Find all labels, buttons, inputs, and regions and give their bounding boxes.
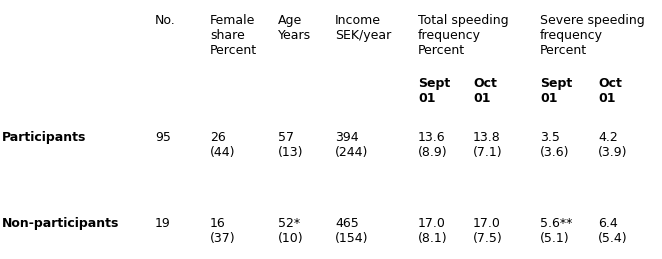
Text: 13.8
(7.1): 13.8 (7.1) [473, 131, 502, 159]
Text: 394
(244): 394 (244) [335, 131, 368, 159]
Text: 16
(37): 16 (37) [210, 217, 236, 245]
Text: No.: No. [155, 14, 175, 27]
Text: 26
(44): 26 (44) [210, 131, 236, 159]
Text: Participants: Participants [2, 131, 86, 144]
Text: Oct
01: Oct 01 [598, 77, 622, 105]
Text: 465
(154): 465 (154) [335, 217, 369, 245]
Text: Non-participants: Non-participants [2, 217, 119, 230]
Text: 4.2
(3.9): 4.2 (3.9) [598, 131, 628, 159]
Text: Severe speeding
frequency
Percent: Severe speeding frequency Percent [540, 14, 645, 57]
Text: 19: 19 [155, 217, 171, 230]
Text: Total speeding
frequency
Percent: Total speeding frequency Percent [418, 14, 508, 57]
Text: 13.6
(8.9): 13.6 (8.9) [418, 131, 448, 159]
Text: Income
SEK/year: Income SEK/year [335, 14, 391, 42]
Text: 95: 95 [155, 131, 171, 144]
Text: Sept
01: Sept 01 [540, 77, 572, 105]
Text: Age
Years: Age Years [278, 14, 311, 42]
Text: 52*
(10): 52* (10) [278, 217, 304, 245]
Text: 17.0
(8.1): 17.0 (8.1) [418, 217, 448, 245]
Text: 3.5
(3.6): 3.5 (3.6) [540, 131, 569, 159]
Text: 57
(13): 57 (13) [278, 131, 303, 159]
Text: 5.6**
(5.1): 5.6** (5.1) [540, 217, 573, 245]
Text: Sept
01: Sept 01 [418, 77, 450, 105]
Text: Female
share
Percent: Female share Percent [210, 14, 257, 57]
Text: Oct
01: Oct 01 [473, 77, 497, 105]
Text: 6.4
(5.4): 6.4 (5.4) [598, 217, 628, 245]
Text: 17.0
(7.5): 17.0 (7.5) [473, 217, 502, 245]
